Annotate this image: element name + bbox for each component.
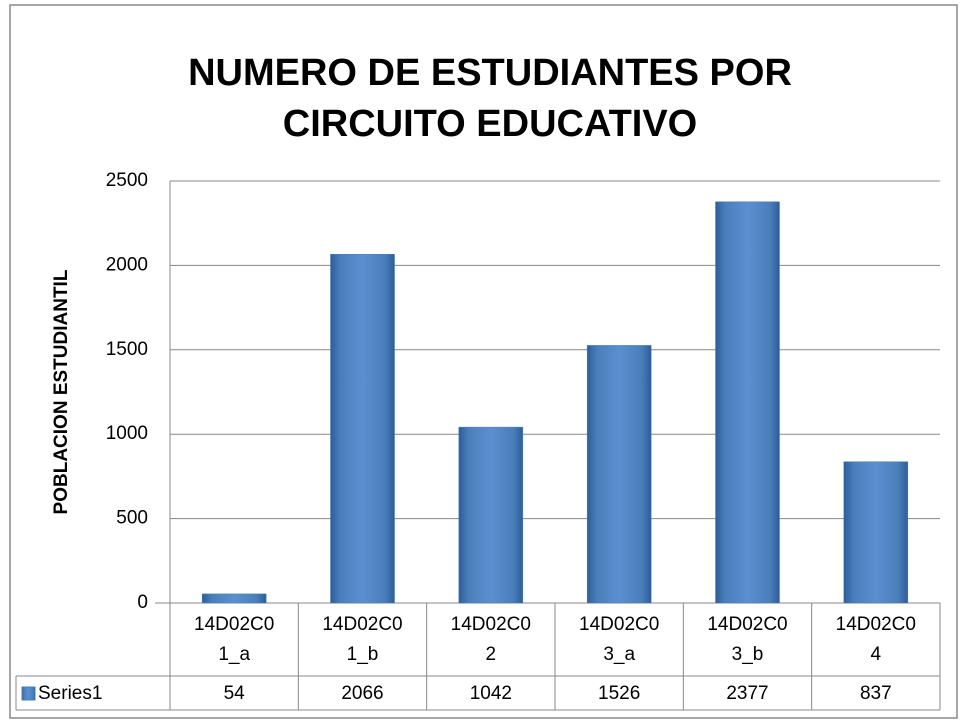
- chart-title: NUMERO DE ESTUDIANTES POR: [188, 52, 792, 94]
- bar: [843, 461, 909, 604]
- bar: [330, 254, 395, 604]
- data-table-value: 1526: [598, 683, 640, 704]
- data-table-value: 2377: [726, 683, 768, 704]
- bar: [586, 345, 652, 604]
- legend-marker: [21, 686, 36, 701]
- y-tick-label: 1000: [106, 423, 148, 444]
- x-tick-label: 14D02C01_b: [322, 613, 403, 665]
- chart-title: CIRCUITO EDUCATIVO: [283, 103, 698, 145]
- x-tick-label-box: 14D02C01_a: [194, 613, 275, 665]
- y-tick-label: 0: [137, 592, 148, 613]
- data-table-value: 1042: [470, 683, 512, 704]
- x-tick-label-box: 14D02C03_b: [707, 613, 788, 665]
- data-table-value: 54: [224, 683, 246, 704]
- x-tick-label: 14D02C03_a: [579, 613, 660, 665]
- x-tick-label: 14D02C03_b: [707, 613, 788, 665]
- x-tick-label-box: 14D02C04: [835, 613, 916, 665]
- x-tick-label: 14D02C02: [450, 613, 531, 665]
- bar: [715, 201, 780, 604]
- y-axis-label: POBLACION ESTUDIANTIL: [51, 269, 72, 514]
- y-tick-label: 1500: [106, 339, 148, 360]
- y-tick-label: 2500: [106, 170, 148, 191]
- x-tick-label-box: 14D02C03_a: [579, 613, 660, 665]
- legend-label: Series1: [38, 683, 102, 704]
- bar: [201, 593, 267, 604]
- x-tick-label-box: 14D02C01_b: [322, 613, 403, 665]
- x-tick-label: 14D02C01_a: [194, 613, 275, 665]
- y-tick-label: 500: [116, 508, 148, 529]
- bar: [458, 426, 524, 604]
- x-tick-label-box: 14D02C02: [450, 613, 531, 665]
- y-tick-label: 2000: [106, 254, 148, 275]
- x-tick-label: 14D02C04: [835, 613, 916, 665]
- data-table-value: 837: [860, 683, 892, 704]
- data-table-value: 2066: [341, 683, 383, 704]
